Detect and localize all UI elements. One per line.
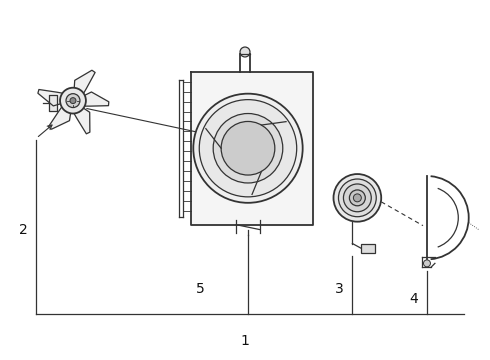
Circle shape	[334, 174, 381, 222]
Polygon shape	[38, 90, 66, 106]
Circle shape	[199, 100, 297, 197]
Circle shape	[339, 179, 376, 217]
Polygon shape	[49, 95, 57, 111]
Text: 3: 3	[335, 282, 344, 296]
Circle shape	[240, 47, 250, 57]
Circle shape	[221, 121, 275, 175]
Polygon shape	[191, 72, 313, 225]
Circle shape	[343, 184, 371, 212]
Circle shape	[213, 113, 283, 183]
Circle shape	[66, 94, 80, 108]
Circle shape	[349, 190, 366, 206]
Circle shape	[423, 260, 430, 267]
Bar	[361, 243, 375, 253]
Circle shape	[353, 194, 361, 202]
Polygon shape	[81, 92, 109, 106]
Polygon shape	[74, 70, 95, 96]
Text: 2: 2	[19, 222, 27, 237]
Polygon shape	[49, 104, 71, 129]
Text: 1: 1	[241, 334, 249, 348]
Circle shape	[193, 94, 303, 203]
Text: 4: 4	[410, 292, 418, 306]
Circle shape	[60, 88, 86, 113]
Polygon shape	[73, 107, 90, 134]
Circle shape	[70, 98, 76, 104]
Text: 5: 5	[196, 282, 205, 296]
